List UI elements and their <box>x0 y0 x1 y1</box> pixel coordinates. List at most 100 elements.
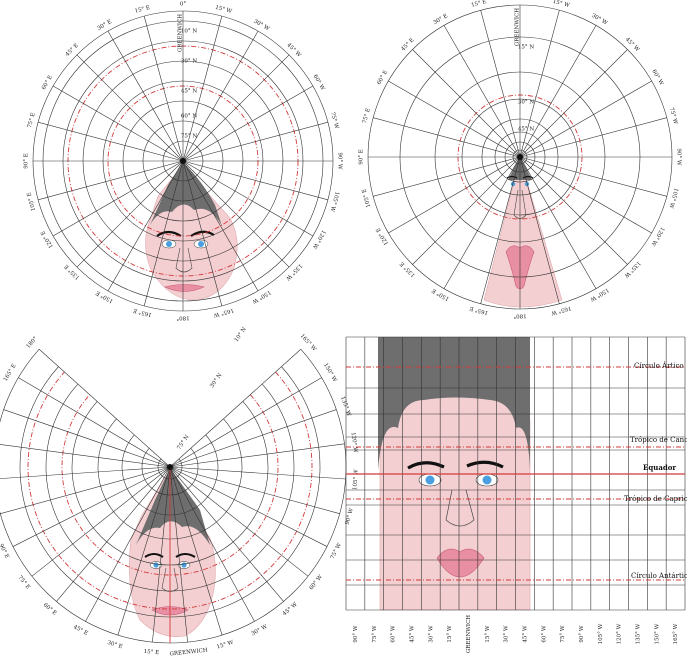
p3-meridian-6 <box>12 466 171 547</box>
p2-lon-label-13: 165° E <box>469 305 489 316</box>
p2-meridian-9 <box>519 156 628 265</box>
p1-meridian-21 <box>76 54 184 162</box>
p2-lon-label-14: 150° E <box>431 287 450 302</box>
p3-lon-label-7: 75° E <box>17 575 31 591</box>
p1-lon-label-6: 90° W <box>337 152 343 169</box>
p4-lon-label-5: 15° W <box>447 625 453 642</box>
p2-lat-label-0: 15° N <box>518 45 534 51</box>
p2-meridian-21 <box>412 49 521 158</box>
p1-lon-label-4: 60° W <box>312 74 326 92</box>
p1-meridian-11 <box>182 160 223 306</box>
p1-lips <box>164 284 205 292</box>
p2-meridian-4 <box>519 80 652 158</box>
p3-meridian-5 <box>0 466 171 515</box>
p1-lat-label-1: 30° N <box>181 59 197 65</box>
p4-lon-label-3: 45° W <box>409 625 415 642</box>
p4-lon-label-12: 90° W <box>579 625 585 642</box>
p3-lon-label-11: 15° E <box>143 649 159 657</box>
p1-left-brow <box>156 230 182 237</box>
p1-lon-label-13: 165° E <box>133 307 153 318</box>
p1-lon-label-19: 75° E <box>27 112 37 129</box>
p2-lon-label-16: 120° E <box>375 227 390 246</box>
p3-meridian-3 <box>0 444 171 468</box>
p2-greenwich-label: GREENWICH <box>515 8 521 46</box>
p3-lon-label-19: 105° W <box>352 469 359 490</box>
p1-lon-label-0: 0° <box>180 2 186 8</box>
p3-right-iris <box>181 562 187 568</box>
p2-pole <box>517 154 523 160</box>
p2-lon-label-12: 180° <box>513 313 526 319</box>
p3-lon-label-17: 75° W <box>330 542 343 560</box>
p1-meridian-5 <box>182 121 328 162</box>
p3-lon-label-1: 165° E <box>3 363 18 382</box>
p2-meridian-22 <box>443 25 521 158</box>
p1-meridian-14 <box>107 160 184 292</box>
p4-lon-label-4: 30° W <box>428 625 434 642</box>
p3-lon-label-20: 120° W <box>350 432 359 454</box>
p1-lon-label-14: 150° E <box>95 289 114 304</box>
p3-tropic-0 <box>61 394 279 576</box>
p2-lon-label-18: 90° E <box>359 149 365 165</box>
p1-meridian-7 <box>182 160 328 201</box>
p4-lon-label-16: 150° W <box>654 623 660 644</box>
p1-lat-label-4: 75° N <box>181 134 197 140</box>
p3-meridian-23 <box>169 349 301 468</box>
p4-lon-label-6: GREENWICH <box>466 615 472 653</box>
p1-lon-label-5: 75° W <box>329 111 339 129</box>
p4-face <box>378 337 531 611</box>
p3-lon-label-9: 45° E <box>72 624 88 637</box>
p1-lon-label-23: 15° E <box>134 5 151 15</box>
p1-meridian-10 <box>182 160 259 292</box>
p3-meridian-17 <box>169 466 328 547</box>
p3-lon-label-0: 180° <box>25 336 38 350</box>
p2-lon-label-4: 60° W <box>650 69 664 87</box>
p1-meridian-17 <box>38 160 184 201</box>
p2-lon-label-19: 75° E <box>362 108 372 125</box>
p3-meridian-11 <box>152 466 171 643</box>
p3-hair <box>136 468 210 545</box>
p1-left-iris <box>166 241 172 247</box>
p2-lon-label-1: 15° W <box>552 0 570 9</box>
p3-lon-label-10: 30° E <box>106 640 123 650</box>
p2-meridian-11 <box>519 156 560 304</box>
p3-lon-label-14: 30° W <box>251 624 269 638</box>
p3-meridian-22 <box>169 377 322 468</box>
p1-meridian-15 <box>76 160 184 268</box>
p4-lon-label-14: 120° W <box>617 623 623 644</box>
p3-lat-label-1: 30° N <box>209 372 223 389</box>
p3-meridian-0 <box>39 349 171 468</box>
p3-left-brow <box>144 553 164 558</box>
p4-lon-label-7: 15° W <box>485 625 491 642</box>
p2-meridian-19 <box>373 117 521 158</box>
p4-label-antarctic: Círculo Antártico <box>631 572 687 580</box>
p2-lon-label-6: 90° W <box>676 148 682 165</box>
p1-lon-label-16: 120° E <box>40 230 55 249</box>
p3-meridian-12 <box>169 466 188 643</box>
p4-label-equator: Equador <box>643 463 676 472</box>
p2-lon-label-10: 150° W <box>589 287 610 303</box>
p2-lat-label-2: 45° N <box>518 127 534 133</box>
p2-meridian-2 <box>519 25 597 158</box>
p3-lon-label-16: 60° W <box>309 574 325 591</box>
p1-lat-label-3: 60° N <box>181 114 197 120</box>
p2-lon-label-23: 15° E <box>471 0 488 9</box>
cylindrical-panel: 90° W 75° W 60° W 45° W 30° W 15° W GREENWICH 1… <box>345 336 687 653</box>
p1-meridian-8 <box>182 160 314 237</box>
p3-lon-label-18: 90° W <box>345 507 355 525</box>
p3-meridian-15 <box>169 466 284 602</box>
p1-meridian-16 <box>52 160 184 237</box>
p3-meridian-9 <box>85 466 171 622</box>
p3-meridian-14 <box>169 466 255 622</box>
p3-tropic-1 <box>27 371 313 610</box>
p3-meridian-19 <box>169 466 346 480</box>
p2-lon-label-2: 30° W <box>590 13 608 27</box>
p1-lon-label-10: 150° W <box>251 289 272 305</box>
p3-meridian-2 <box>3 409 171 468</box>
p2-meridian-16 <box>388 156 521 234</box>
p4-left-brow <box>407 461 445 470</box>
p3-lon-label-13: 15° W <box>216 640 234 651</box>
p4-right-iris <box>482 475 492 485</box>
p1-right-brow <box>190 230 215 237</box>
